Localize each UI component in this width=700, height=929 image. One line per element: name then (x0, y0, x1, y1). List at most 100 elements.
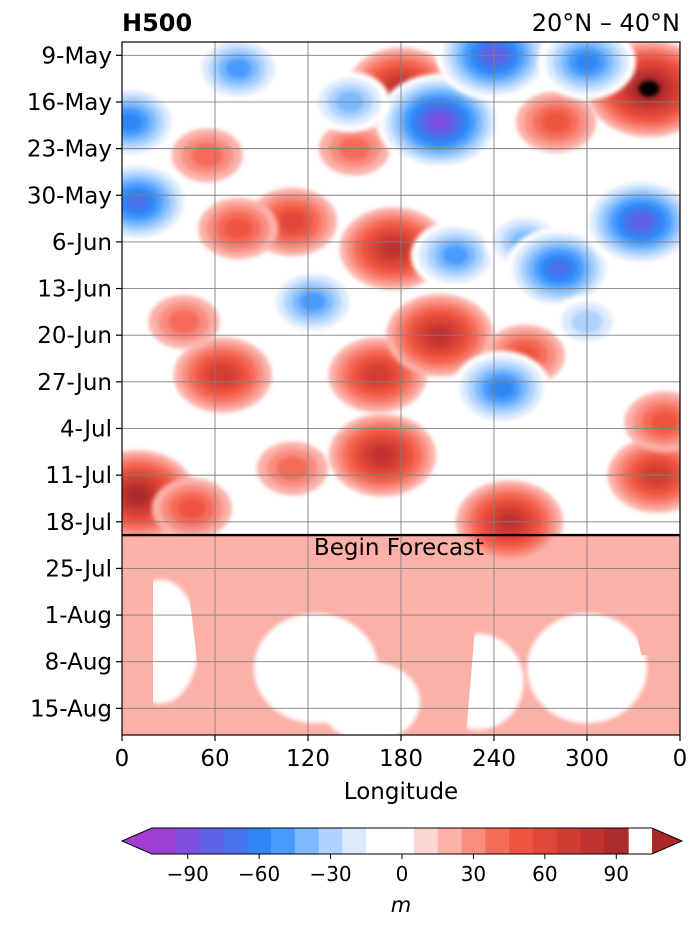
anomaly-contour-level (126, 486, 149, 504)
y-tick-label: 6-Jun (52, 230, 112, 256)
anomaly-contour-level (381, 239, 405, 258)
colorbar-tick-label: −60 (238, 862, 280, 886)
forecast-plume (122, 548, 153, 722)
y-tick-label: 1-Aug (45, 603, 112, 629)
y-axis: 9-May 16-May 23-May 30-May 6-Jun 13-Jun 20-Jun… (27, 43, 122, 722)
anomaly-contour-level (542, 111, 570, 133)
anomaly-contour-level (279, 212, 306, 232)
positive-anomaly (151, 478, 232, 539)
forecast-plume (618, 548, 680, 656)
positive-anomaly (257, 441, 328, 496)
anomaly-contour-level (429, 113, 451, 131)
colorbar-label: m (391, 893, 411, 917)
anomaly-contour-level (126, 193, 149, 211)
positive-anomaly (171, 128, 243, 183)
negative-anomaly (268, 267, 358, 336)
grid-lines (122, 42, 680, 735)
colorbar-segment (247, 828, 272, 854)
begin-forecast-label: Begin Forecast (314, 535, 484, 561)
positive-anomaly (328, 413, 436, 497)
y-tick-label: 4-Jul (60, 416, 112, 442)
colorbar-extend-under (122, 828, 152, 854)
anomaly-contour-level (299, 292, 326, 312)
x-tick-label: 0 (673, 746, 688, 772)
colorbar-tick-label: −90 (167, 862, 209, 886)
negative-anomaly (122, 160, 191, 244)
anomaly-contour-level (210, 366, 235, 385)
y-tick-label: 11-Jul (45, 463, 112, 489)
colorbar-segment (556, 828, 582, 854)
plot-area: Begin Forecast (121, 41, 681, 736)
anomaly-contour-level (630, 213, 653, 231)
positive-anomaly (173, 337, 272, 413)
colorbar-segment (294, 828, 320, 854)
y-tick-label: 16-May (27, 90, 112, 116)
negative-anomaly (377, 73, 503, 171)
anomaly-contour-level (489, 379, 514, 398)
y-tick-label: 13-Jun (37, 277, 112, 303)
anomaly-contour-level (638, 80, 660, 97)
positive-anomaly (248, 187, 337, 256)
negative-anomaly (452, 350, 551, 427)
colorbar-segment (175, 828, 201, 854)
y-tick-label: 23-May (27, 137, 112, 163)
colorbar-tick-label: 90 (604, 862, 629, 886)
colorbar-segment (390, 828, 415, 854)
positive-anomaly (148, 295, 220, 349)
colorbar-segment (580, 828, 605, 854)
anomaly-contour-level (191, 143, 224, 168)
anomaly-contour-level (276, 456, 309, 481)
colorbar-extend-over (652, 828, 682, 854)
positive-anomaly (516, 91, 596, 153)
negative-anomaly (122, 84, 179, 160)
colorbar-segment (223, 828, 248, 854)
anomaly-contour-level (225, 58, 251, 79)
negative-anomaly (410, 221, 500, 290)
chart-title-left: H500 (122, 9, 192, 37)
negative-anomaly (505, 227, 613, 310)
anomaly-contour-level (547, 259, 571, 278)
x-tick-label: 0 (115, 746, 130, 772)
colorbar-tick-label: 0 (396, 862, 409, 886)
anomaly-contour-level (371, 446, 394, 464)
colorbar-segment (342, 828, 367, 854)
colorbar-segment (509, 828, 534, 854)
colorbar-tick-label: 60 (532, 862, 557, 886)
y-tick-label: 8-Aug (45, 650, 112, 676)
colorbar-segment (413, 828, 439, 854)
colorbar-segment (318, 828, 343, 854)
y-tick-label: 27-Jun (37, 370, 112, 396)
negative-anomaly (583, 177, 680, 267)
anomaly-contour-level (365, 366, 390, 385)
anomaly-contours (122, 42, 680, 563)
x-axis: 0 60 120 180 240 300 0 (115, 735, 688, 772)
y-tick-label: 9-May (42, 43, 112, 69)
forecast-plume (184, 548, 212, 696)
colorbar-outline (120, 827, 684, 855)
y-tick-label: 15-Aug (30, 696, 112, 722)
x-tick-label: 120 (286, 746, 330, 772)
anomaly-contour-level (650, 411, 679, 433)
x-tick-label: 300 (565, 746, 609, 772)
colorbar-segment (437, 828, 463, 854)
chart-title-right: 20°N – 40°N (532, 9, 680, 37)
colorbar-segment (199, 828, 224, 854)
x-tick-label: 180 (379, 746, 423, 772)
x-tick-label: 60 (200, 746, 229, 772)
colorbar-tick-label: 30 (461, 862, 486, 886)
colorbar-segment (485, 828, 510, 854)
x-tick-label: 240 (472, 746, 516, 772)
anomaly-contour-level (122, 112, 142, 132)
negative-anomaly (193, 42, 283, 103)
colorbar-segment (461, 828, 486, 854)
anomaly-contour-level (442, 245, 468, 265)
colorbar-segment (366, 828, 391, 854)
forecast-plume (424, 548, 482, 735)
colorbar-segment (604, 828, 629, 854)
anomaly-contour-level (168, 309, 200, 334)
colorbar-segment (271, 828, 296, 854)
colorbar: −90 −60 −30 0 30 60 90 (120, 827, 684, 886)
y-tick-label: 18-Jul (45, 510, 112, 536)
anomaly-contour-level (177, 497, 206, 520)
